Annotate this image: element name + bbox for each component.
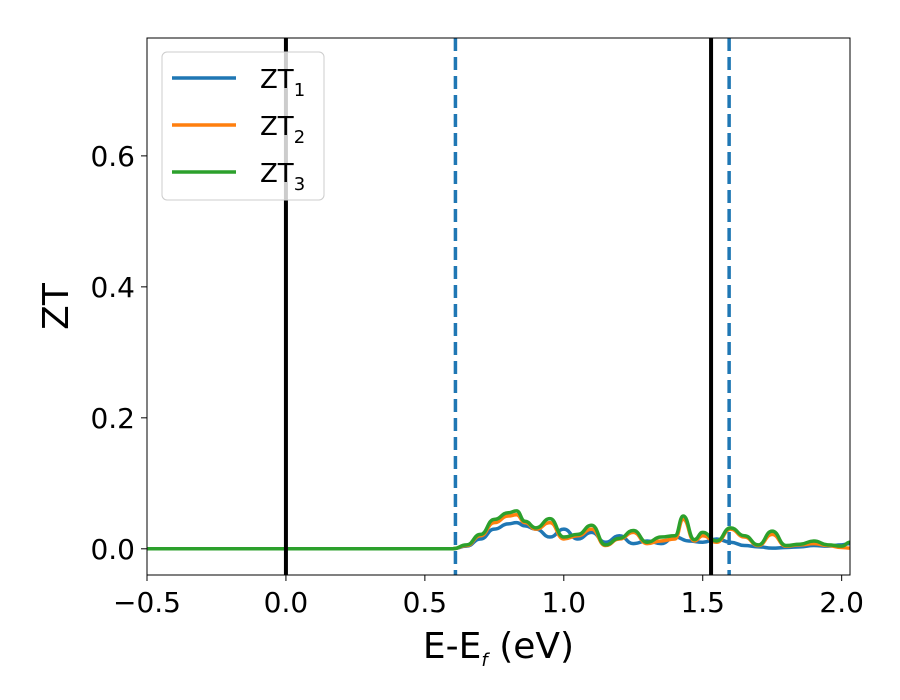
y-tick-label: 0.0 — [90, 533, 135, 566]
x-tick-label: 0.5 — [403, 586, 448, 619]
x-tick-label: 1.5 — [680, 586, 725, 619]
x-tick-label: −0.5 — [113, 586, 181, 619]
x-tick-label: 1.0 — [542, 586, 587, 619]
legend-entry-zt2: ZT2 — [260, 112, 305, 148]
x-tick-label: 2.0 — [819, 586, 864, 619]
series-line-zt1 — [147, 520, 850, 551]
x-tick-label: 0.0 — [264, 586, 309, 619]
x-axis-ticks: −0.5 0.0 0.5 1.0 1.5 2.0 — [113, 575, 864, 619]
y-axis-ticks: 0.0 0.2 0.4 0.6 — [90, 140, 147, 566]
legend-entry-zt3: ZT3 — [260, 159, 305, 195]
y-axis-label: ZT — [36, 282, 77, 330]
y-tick-label: 0.6 — [90, 140, 135, 173]
axes-frame — [146, 37, 851, 576]
x-axis-label-main: E-E — [423, 626, 481, 667]
x-axis-label: E-Ef (eV) — [423, 626, 574, 671]
x-axis-label-unit: (eV) — [488, 626, 574, 667]
series-line-zt3 — [147, 509, 850, 551]
series-layer — [147, 509, 850, 551]
x-axis-label-subscript: f — [481, 650, 490, 671]
y-tick-label: 0.4 — [90, 271, 135, 304]
legend-entry-zt1: ZT1 — [260, 65, 305, 101]
legend-frame — [161, 51, 325, 201]
legend: ZT1 ZT2 ZT3 — [161, 51, 325, 201]
y-tick-label: 0.2 — [90, 402, 135, 435]
